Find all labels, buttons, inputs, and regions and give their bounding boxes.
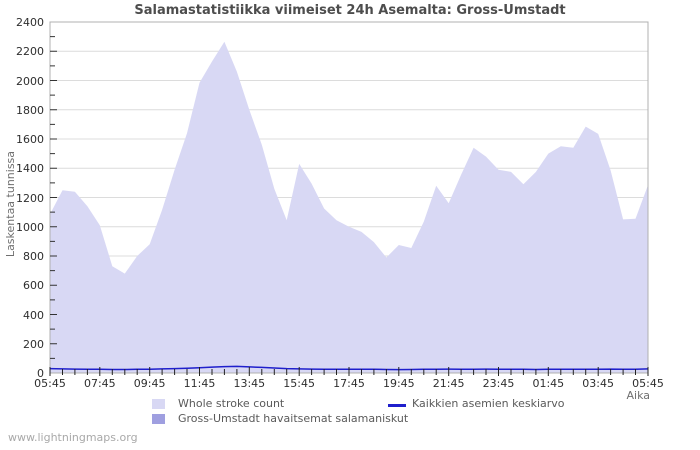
x-tick-label: 09:45 bbox=[133, 377, 166, 390]
y-tick-label: 1400 bbox=[16, 162, 44, 176]
y-tick-label: 400 bbox=[23, 308, 44, 322]
legend-swatch-station-strikes bbox=[152, 414, 165, 424]
legend-swatch-average-line bbox=[388, 404, 406, 407]
x-axis-title: Aika bbox=[626, 389, 651, 402]
y-tick-label: 1600 bbox=[16, 133, 44, 146]
x-tick-label: 15:45 bbox=[283, 377, 315, 390]
x-tick-label: 21:45 bbox=[432, 377, 465, 390]
y-tick-label: 2400 bbox=[16, 16, 44, 29]
y-tick-label: 200 bbox=[23, 337, 44, 351]
x-tick-label: 11:45 bbox=[183, 377, 216, 390]
legend-label-average: Kaikkien asemien keskiarvo bbox=[412, 397, 565, 410]
y-tick-label: 1200 bbox=[16, 191, 44, 205]
legend-label-station-strikes: Gross-Umstadt havaitsemat salamaniskut bbox=[178, 412, 409, 425]
x-tick-label: 01:45 bbox=[532, 377, 565, 390]
x-tick-label: 13:45 bbox=[233, 377, 266, 390]
x-tick-label: 03:45 bbox=[582, 377, 614, 390]
x-tick-label: 23:45 bbox=[482, 377, 515, 390]
y-tick-label: 1800 bbox=[16, 103, 44, 117]
x-tick-label: 05:45 bbox=[632, 377, 664, 390]
y-tick-label: 800 bbox=[23, 250, 44, 263]
x-tick-label: 07:45 bbox=[83, 377, 116, 390]
x-tick-label: 05:45 bbox=[34, 377, 66, 390]
area-series bbox=[50, 41, 648, 373]
watermark: www.lightningmaps.org bbox=[8, 431, 138, 444]
y-axis-title: Laskentaa tunnissa bbox=[4, 150, 17, 258]
y-tick-label: 0 bbox=[37, 367, 44, 380]
legend-label-whole-stroke: Whole stroke count bbox=[178, 397, 285, 410]
y-tick-label: 2200 bbox=[16, 45, 44, 59]
y-tick-label: 1000 bbox=[16, 220, 44, 234]
x-tick-label: 19:45 bbox=[382, 377, 415, 390]
y-tick-label: 600 bbox=[23, 279, 44, 293]
legend-swatch-whole-stroke bbox=[152, 399, 165, 409]
y-tick-label: 2000 bbox=[16, 74, 44, 88]
plot-area bbox=[49, 21, 649, 376]
x-tick-label: 17:45 bbox=[333, 377, 365, 390]
chart-title: Salamastatistiikka viimeiset 24h Asemalt… bbox=[134, 3, 566, 18]
